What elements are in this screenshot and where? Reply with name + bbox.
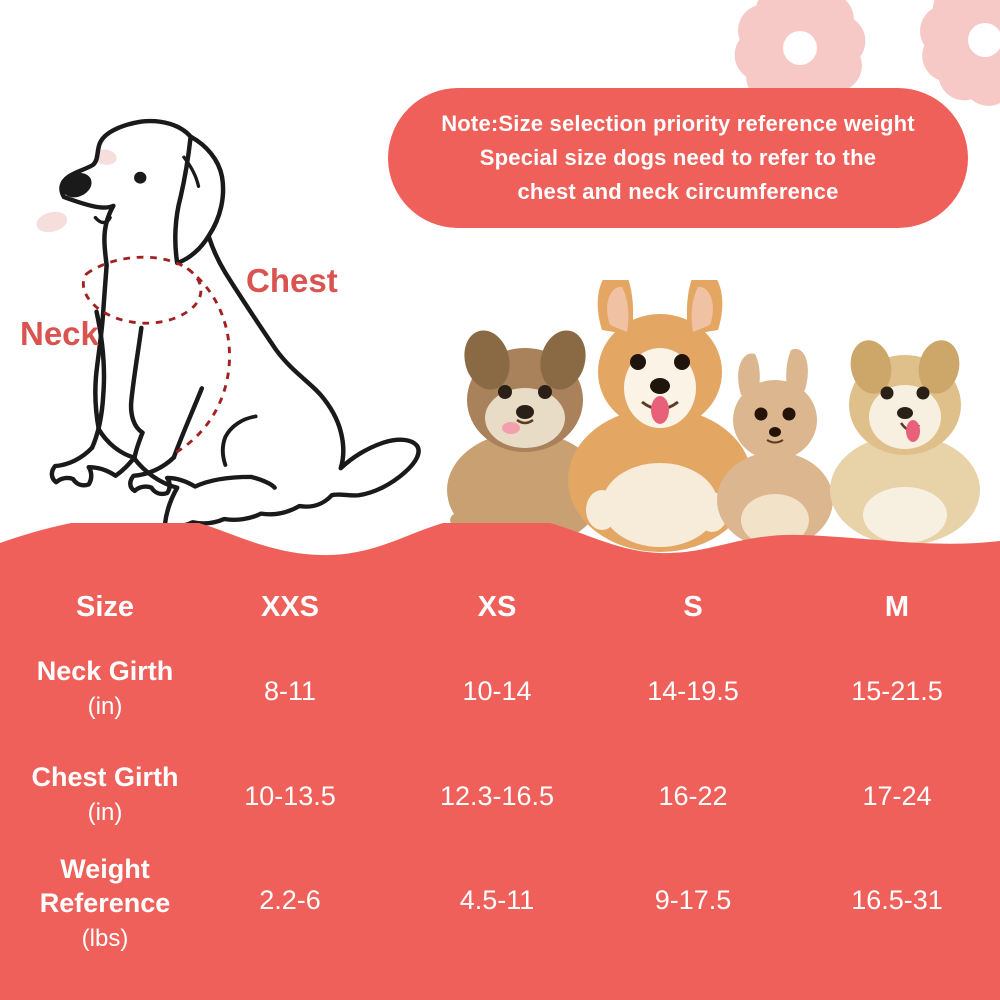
svg-text:Neck: Neck — [20, 315, 100, 352]
svg-text:Chest: Chest — [246, 262, 338, 299]
